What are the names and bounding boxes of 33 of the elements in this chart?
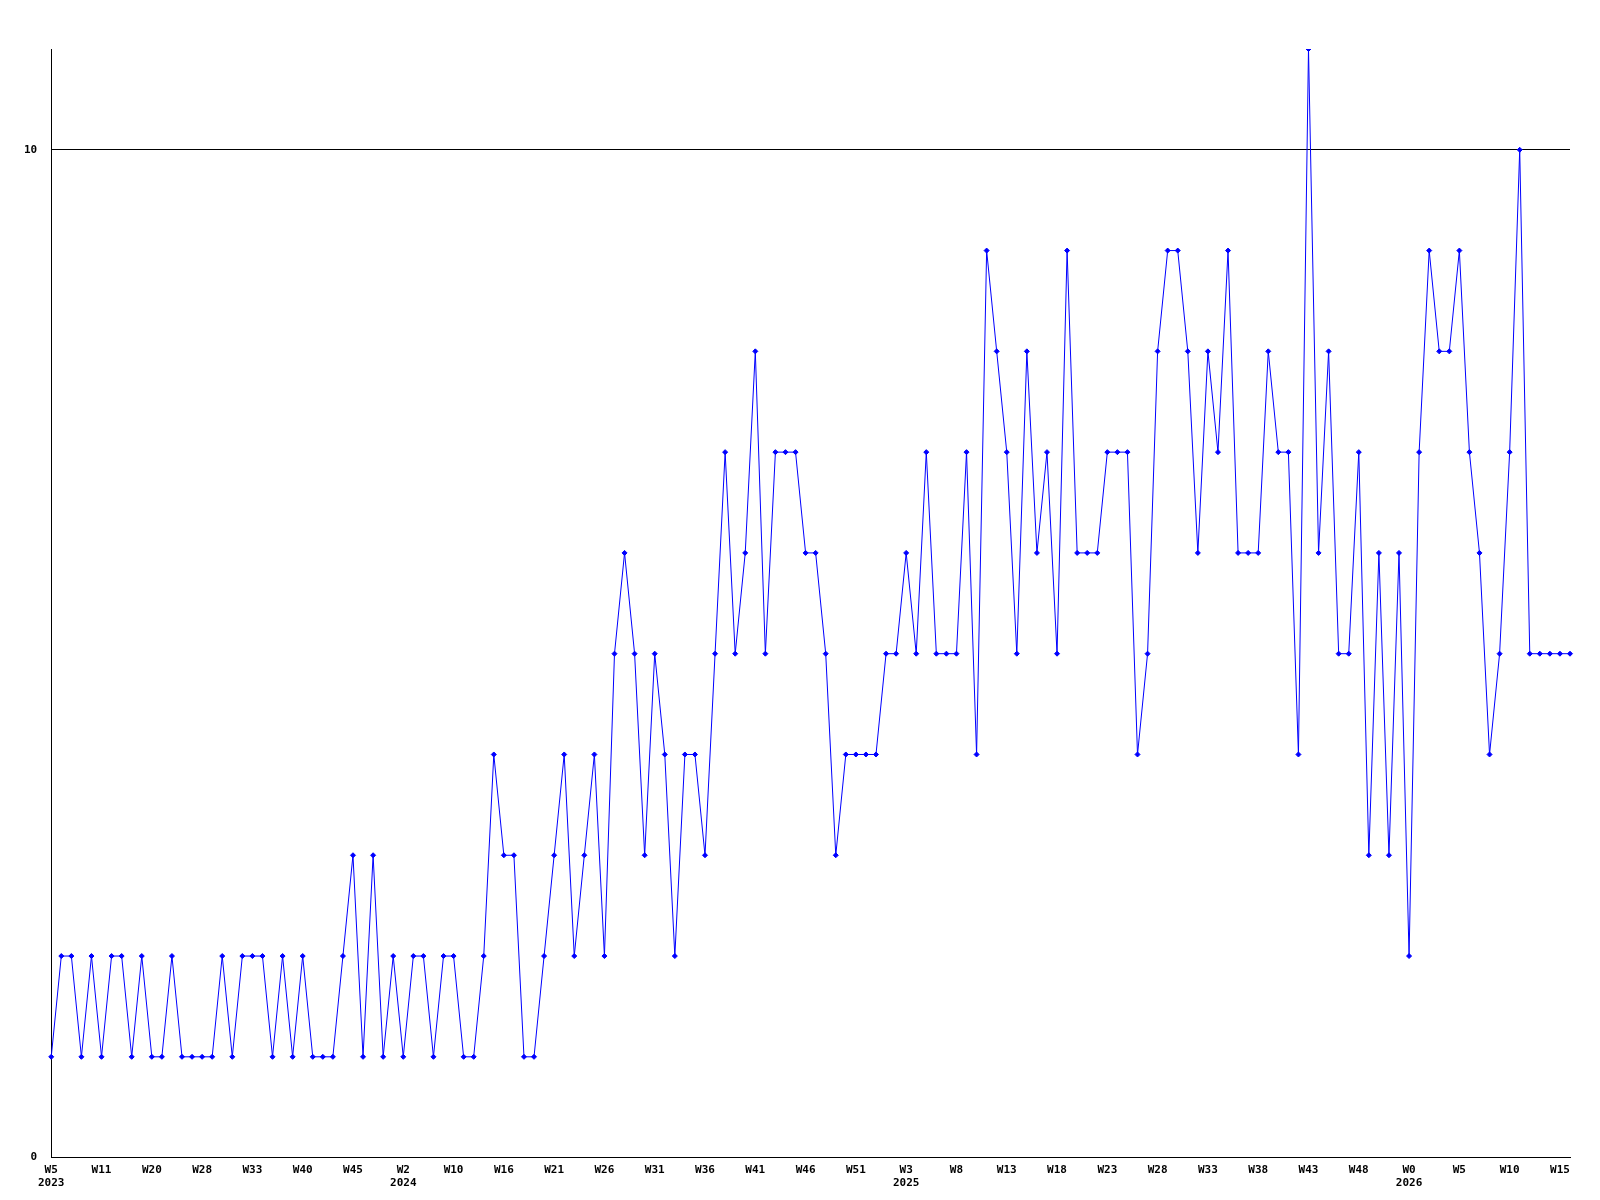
x-tick-label: W2 2024 — [390, 1163, 417, 1190]
x-tick-label: W18 — [1047, 1163, 1067, 1177]
x-tick-label: W8 — [949, 1163, 964, 1177]
x-tick-label: W51 — [845, 1163, 867, 1177]
x-tick-label: W3 2025 — [892, 1163, 920, 1190]
x-tick-label: W26 — [594, 1163, 615, 1177]
x-tick-label: W15 — [1550, 1163, 1570, 1177]
x-tick-label: W31 — [644, 1163, 666, 1177]
x-tick-label: W46 — [795, 1163, 816, 1177]
x-tick-label: W11 — [91, 1163, 112, 1177]
x-tick-label: W33 — [242, 1163, 263, 1177]
x-tick-label: W43 — [1298, 1163, 1319, 1177]
y-tick-label: 10 — [24, 142, 38, 156]
x-tick-label: W28 — [192, 1163, 213, 1177]
x-tick-label: W21 — [544, 1163, 565, 1177]
x-tick-label: W33 — [1197, 1163, 1218, 1177]
x-tick-label: W48 — [1348, 1163, 1369, 1177]
x-tick-label: W10 — [443, 1163, 464, 1177]
x-tick-label: W23 — [1097, 1163, 1118, 1177]
y-tick-label: 0 — [30, 1150, 38, 1164]
x-tick-label: W40 — [292, 1163, 313, 1177]
x-tick-label: W13 — [996, 1163, 1017, 1177]
x-tick-label: W45 — [343, 1163, 363, 1177]
x-tick-label: W5 2023 — [38, 1163, 65, 1190]
x-tick-label: W41 — [745, 1163, 766, 1177]
x-tick-label: W5 — [1452, 1163, 1466, 1177]
x-tick-label: W0 2026 — [1395, 1163, 1423, 1190]
x-tick-label: W38 — [1248, 1163, 1269, 1177]
x-tick-label: W10 — [1499, 1163, 1520, 1177]
x-tick-label: W36 — [695, 1163, 716, 1177]
x-tick-label: W20 — [141, 1163, 162, 1177]
x-tick-label: W28 — [1147, 1163, 1168, 1177]
x-tick-label: W16 — [493, 1163, 515, 1177]
